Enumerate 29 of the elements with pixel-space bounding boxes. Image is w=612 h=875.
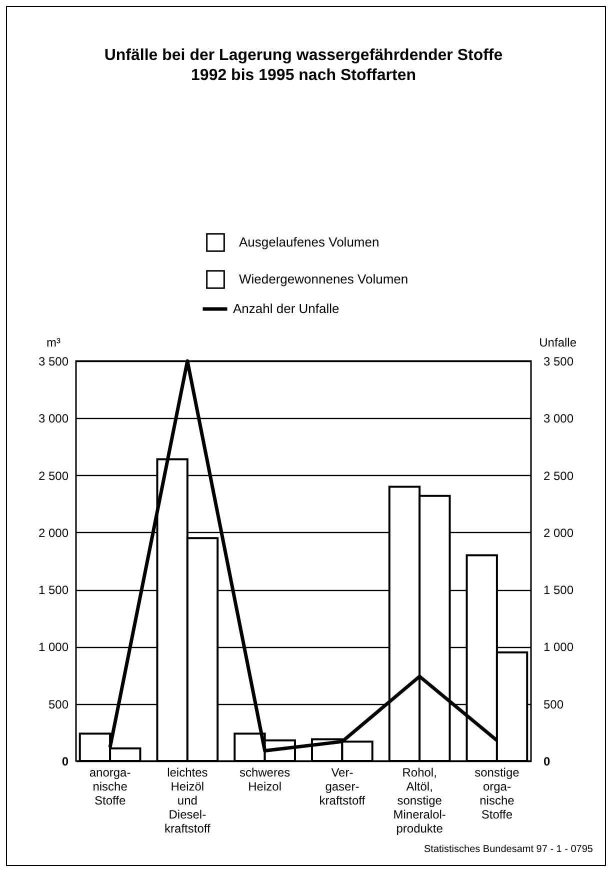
text: Statistisches Bundesamt 97 - 1 - 0795 xyxy=(424,844,593,855)
y2-tick-label: 2 000 xyxy=(544,526,574,540)
y-tick-label: 3 000 xyxy=(38,412,69,426)
y-axis-title: m³ xyxy=(46,336,60,350)
y2-tick-label: 0 xyxy=(544,754,550,768)
y2-tick-label: 1 000 xyxy=(544,640,574,654)
y2-axis-title: Unfalle xyxy=(539,336,577,350)
chart-title: Unfälle bei der Lagerung wassergefährdender Stoffe 1992 bis 1995 nach Stoffarten xyxy=(104,47,503,84)
y2-tick-label: 1 500 xyxy=(544,583,574,598)
y2-tick-label: 3 000 xyxy=(544,412,574,426)
x-tick-label: leichtes Heizöl und Diesel- kraftstoff xyxy=(164,766,211,836)
y-tick-label: 500 xyxy=(48,697,69,712)
x-tick-label: Rohol, Altöl, sonstige Mineralol- produkte xyxy=(393,766,446,836)
x-tick-label: anorga- nische Stoffe xyxy=(89,766,131,808)
legend-label: Wiedergewonnenes Volumen xyxy=(239,272,408,286)
y-tick-label: 1 500 xyxy=(38,583,69,598)
legend-label: Anzahl der Unfalle xyxy=(233,301,340,316)
y-tick-label: 1 000 xyxy=(38,640,69,654)
y-tick-label: 0 xyxy=(62,754,69,768)
x-tick-label: Ver- gaser- kraftstoff xyxy=(319,766,366,808)
y-tick-label: 3 500 xyxy=(38,354,69,368)
legend-label: Ausgelaufenes Volumen xyxy=(239,234,380,250)
y2-tick-label: 2 500 xyxy=(544,468,574,483)
x-tick-label: schweres Heizol xyxy=(239,766,290,794)
y-tick-label: 2 000 xyxy=(38,526,69,540)
y2-tick-label: 3 500 xyxy=(544,354,574,368)
y2-tick-label: 500 xyxy=(544,697,564,712)
y-tick-label: 2 500 xyxy=(38,468,69,483)
x-tick-label: sonstige orga- nische Stoffe xyxy=(474,766,520,822)
